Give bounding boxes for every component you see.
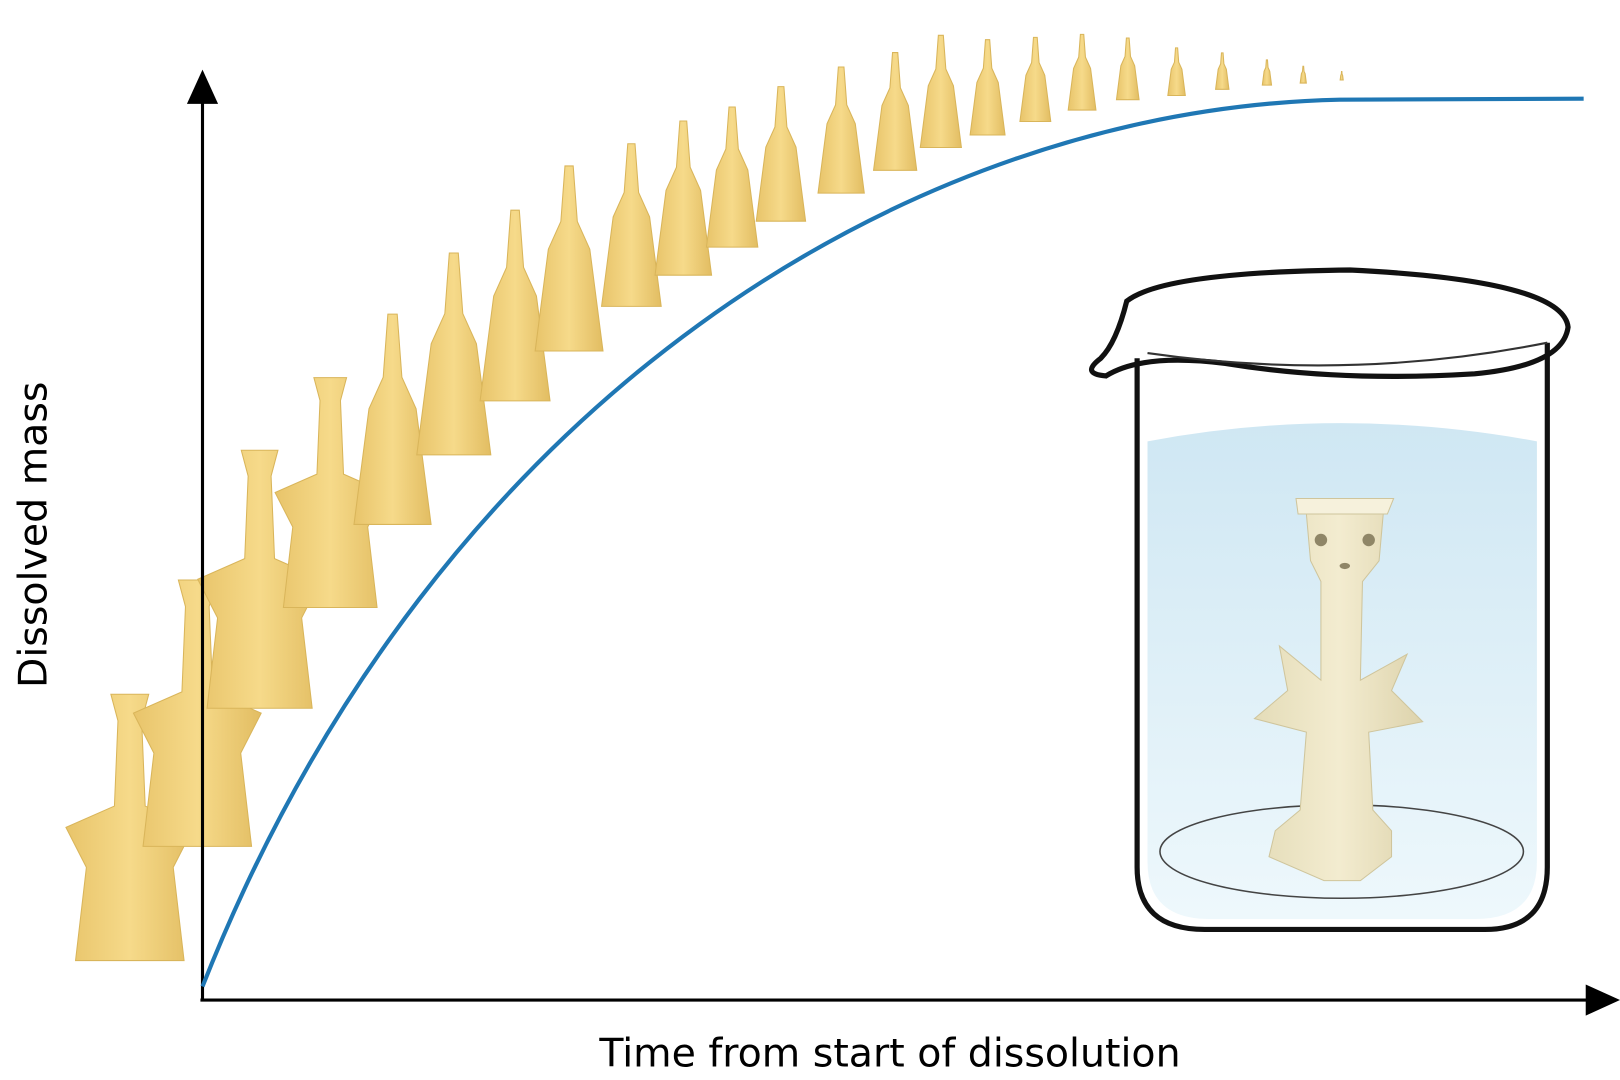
y-axis-label: Dissolved mass <box>11 382 57 688</box>
tablet-stage <box>353 313 432 525</box>
beaker-body <box>1134 342 1550 933</box>
tablet-stage <box>919 34 962 148</box>
beaker <box>1089 267 1571 933</box>
tablet-stage <box>1339 71 1344 81</box>
tablet-stage <box>600 143 662 307</box>
tablet-stage <box>1261 59 1273 86</box>
tablet-stage <box>1214 52 1230 90</box>
tablet-stages <box>65 33 1344 962</box>
tablet-stage <box>1019 36 1052 123</box>
tablet-stage <box>197 449 323 709</box>
tablet-stage <box>872 52 918 171</box>
tablet-stage <box>654 120 713 276</box>
tablet-stage <box>817 66 865 194</box>
tablet-stage <box>1299 65 1307 84</box>
tablet-stage <box>534 165 604 352</box>
tablet-stage <box>969 39 1006 136</box>
beaker-rim <box>1089 267 1571 379</box>
tablet-stage <box>705 106 759 248</box>
dissolution-curve <box>200 96 1584 988</box>
tablet-stage <box>1167 47 1186 97</box>
x-axis-label: Time from start of dissolution <box>598 1031 1180 1077</box>
tablet-stage <box>755 86 807 222</box>
tablet-in-beaker <box>1253 497 1424 882</box>
tablet-stage <box>274 377 387 609</box>
tablet-stage <box>479 209 551 402</box>
tablet-stage <box>1067 33 1097 111</box>
tablet-stage <box>65 693 195 962</box>
tablet-stage <box>1115 37 1140 101</box>
tablet-stage <box>416 252 492 456</box>
